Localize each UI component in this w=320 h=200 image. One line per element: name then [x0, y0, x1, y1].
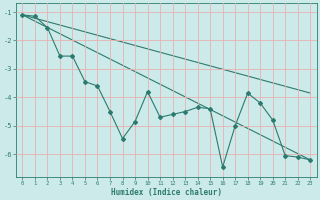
X-axis label: Humidex (Indice chaleur): Humidex (Indice chaleur): [111, 188, 222, 197]
